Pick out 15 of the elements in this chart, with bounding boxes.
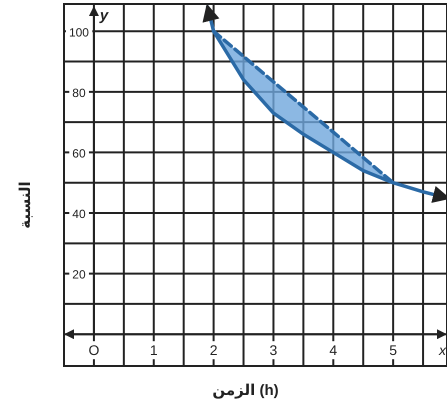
x-tick-label: 5 (389, 342, 398, 358)
y-tick-label: 60 (72, 146, 86, 160)
y-axis-title: النسبة (17, 181, 34, 229)
x-tick-label: 2 (210, 342, 218, 358)
annotation: x (438, 342, 447, 358)
x-tick-label: 3 (270, 342, 278, 358)
y-tick-label: 40 (72, 207, 86, 222)
y-tick-label: 20 (72, 268, 86, 282)
y-tick-label: 100 (68, 25, 90, 40)
x-tick-label: O (88, 342, 100, 358)
x-tick-label: 4 (329, 342, 338, 358)
x-axis-title: الزمن (h) (212, 382, 279, 399)
x-tick-label: 1 (150, 342, 158, 358)
annotation: y (98, 7, 109, 24)
y-tick-label: 80 (72, 86, 86, 100)
